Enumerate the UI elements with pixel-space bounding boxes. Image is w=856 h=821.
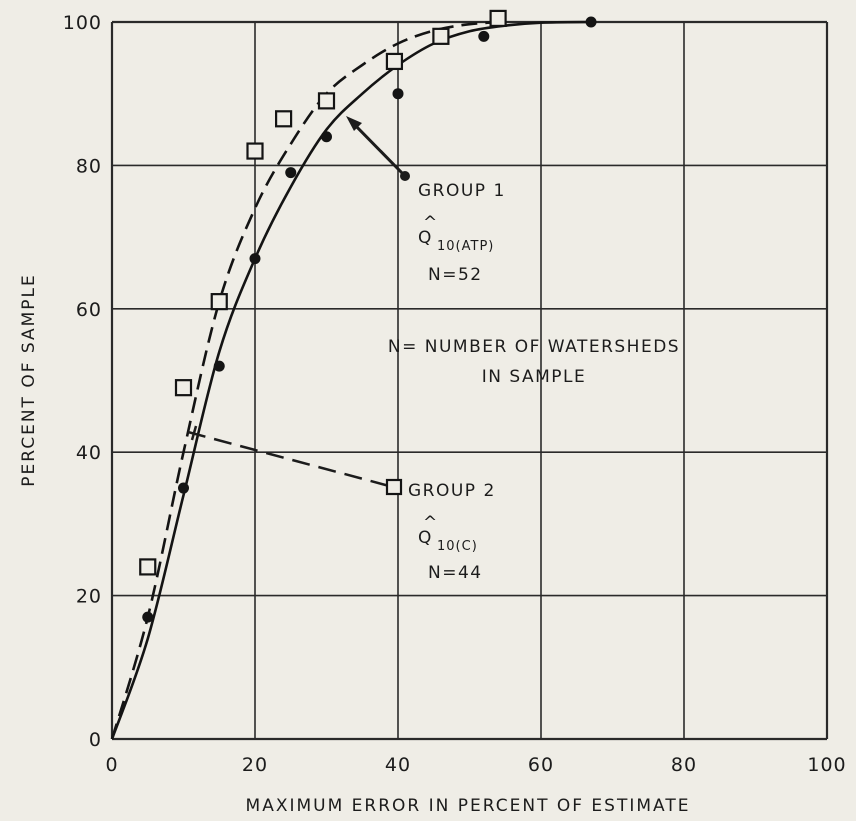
y-tick-label: 100 <box>63 12 102 34</box>
group-2-point <box>432 27 450 45</box>
group1-leader-line <box>348 118 406 177</box>
group2-n: N=44 <box>428 563 483 583</box>
group1-formula-subscript: 10(ATP) <box>437 239 494 254</box>
group2-leader-tick <box>190 425 198 441</box>
x-tick-label: 60 <box>528 754 554 776</box>
group-2-point <box>317 92 336 110</box>
tick-labels: 0 20 40 60 80 100 0 20 40 60 80 100 <box>63 12 846 776</box>
group-2-point <box>246 142 264 160</box>
group-2-point <box>489 9 507 28</box>
x-tick-label: 40 <box>385 754 411 776</box>
group-2-point <box>210 293 228 311</box>
group-1-point <box>585 16 597 28</box>
group-2-point <box>174 379 193 397</box>
group2-formula-subscript: 10(C) <box>437 539 478 554</box>
x-axis-title: MAXIMUM ERROR IN PERCENT OF ESTIMATE <box>246 796 691 816</box>
grid <box>110 20 829 741</box>
group-1-point <box>285 167 297 179</box>
group2-leader-line <box>187 430 394 489</box>
group2-marker-sample <box>385 478 403 496</box>
x-tick-label: 100 <box>807 754 846 776</box>
x-tick-label: 80 <box>671 754 697 776</box>
sample-note-line2: IN SAMPLE <box>482 367 587 387</box>
group2-formula-q: Q <box>418 528 433 548</box>
group-1-point <box>249 253 261 265</box>
group-2-point <box>275 110 293 128</box>
group2-label: GROUP 2 <box>408 481 496 501</box>
group1-leader-dot <box>400 171 410 181</box>
group2-annotation: GROUP 2 ^ Q 10(C) N=44 <box>187 425 496 583</box>
x-tick-label: 20 <box>242 754 268 776</box>
y-tick-label: 40 <box>76 442 102 464</box>
group1-n: N=52 <box>428 265 483 285</box>
group-2-point <box>139 558 157 576</box>
y-tick-label: 80 <box>76 155 102 177</box>
data-points <box>139 9 597 623</box>
group2-formula-hat: ^ <box>423 513 439 533</box>
y-tick-label: 60 <box>76 299 102 321</box>
group-1-point <box>321 131 332 143</box>
y-tick-label: 20 <box>76 586 102 608</box>
group-2-point <box>385 52 404 71</box>
group-1-point <box>213 360 225 372</box>
y-tick-label: 0 <box>89 729 102 751</box>
group1-leader-arrowhead <box>346 116 362 131</box>
x-tick-label: 0 <box>105 754 118 776</box>
group1-formula-q: Q <box>418 228 433 248</box>
group1-annotation: GROUP 1 ^ Q 10(ATP) N=52 <box>346 116 506 285</box>
group-1-point <box>392 88 404 100</box>
group-1-point <box>478 30 490 42</box>
fitted-curves <box>110 20 592 740</box>
group1-formula-hat: ^ <box>423 213 439 233</box>
sample-note: N= NUMBER OF WATERSHEDS IN SAMPLE <box>388 337 680 387</box>
group-1-point <box>142 611 154 623</box>
y-axis-title: PERCENT OF SAMPLE <box>19 273 39 487</box>
group-1-point <box>178 482 189 494</box>
sample-note-line1: N= NUMBER OF WATERSHEDS <box>388 337 680 357</box>
group-1-curve <box>110 20 592 740</box>
group-2-curve <box>110 20 506 740</box>
group1-label: GROUP 1 <box>418 181 506 201</box>
